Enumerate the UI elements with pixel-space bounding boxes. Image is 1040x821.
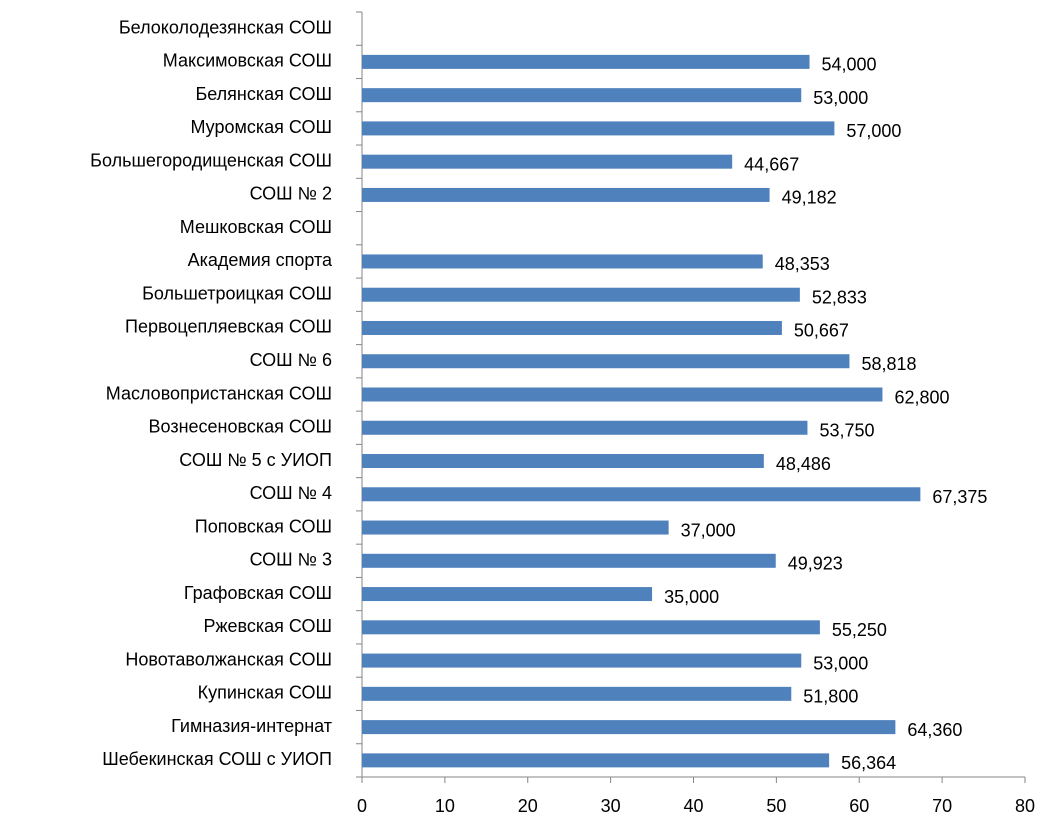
bar xyxy=(362,686,792,701)
y-tick-label: Мешковская СОШ xyxy=(180,217,332,237)
data-label: 56,364 xyxy=(841,753,896,773)
bar xyxy=(362,653,802,668)
y-tick-label: Ржевская СОШ xyxy=(203,616,332,636)
bar xyxy=(362,154,733,169)
bar xyxy=(362,587,653,602)
y-tick-label: Купинская СОШ xyxy=(198,683,332,703)
y-tick-label: Белянская СОШ xyxy=(195,84,332,104)
bar xyxy=(362,720,896,735)
bar xyxy=(362,88,802,103)
data-label: 50,667 xyxy=(794,321,849,341)
data-label: 44,667 xyxy=(744,154,799,174)
y-tick-label: Графовская СОШ xyxy=(184,583,332,603)
bar xyxy=(362,320,782,335)
bar xyxy=(362,187,770,202)
data-label: 54,000 xyxy=(822,55,877,75)
bar xyxy=(362,753,830,768)
x-tick-label: 50 xyxy=(766,796,786,816)
x-tick-label: 70 xyxy=(932,796,952,816)
bar xyxy=(362,387,883,402)
data-label: 48,353 xyxy=(775,254,830,274)
x-tick-label: 60 xyxy=(849,796,869,816)
y-tick-label: Первоцепляевская СОШ xyxy=(125,317,332,337)
bar xyxy=(362,454,764,469)
y-tick-label: Гимназия-интернат xyxy=(171,716,332,736)
data-label: 37,000 xyxy=(681,520,736,540)
data-label: 58,818 xyxy=(861,354,916,374)
y-tick-label: Поповская СОШ xyxy=(195,516,332,536)
bar xyxy=(362,121,835,136)
x-tick-label: 20 xyxy=(518,796,538,816)
data-label: 49,182 xyxy=(782,188,837,208)
y-tick-label: Вознесеновская СОШ xyxy=(149,417,332,437)
y-tick-label: Шебекинская СОШ с УИОП xyxy=(102,749,332,769)
x-tick-label: 30 xyxy=(601,796,621,816)
x-tick-label: 0 xyxy=(357,796,367,816)
bar xyxy=(362,420,808,435)
x-tick-label: 40 xyxy=(683,796,703,816)
y-tick-label: СОШ № 5 с УИОП xyxy=(179,450,332,470)
y-tick-label: Большегородищенская СОШ xyxy=(90,150,332,170)
data-label: 64,360 xyxy=(907,720,962,740)
y-tick-label: Большетроицкая СОШ xyxy=(142,283,332,303)
data-label: 55,250 xyxy=(832,620,887,640)
data-label: 35,000 xyxy=(664,587,719,607)
y-tick-label: СОШ № 4 xyxy=(250,483,332,503)
bar xyxy=(362,520,669,535)
x-tick-label: 10 xyxy=(435,796,455,816)
data-label: 57,000 xyxy=(846,121,901,141)
y-tick-label: Академия спорта xyxy=(188,250,333,270)
bar xyxy=(362,487,921,502)
y-tick-label: Белоколодезянская СОШ xyxy=(119,17,332,37)
bar xyxy=(362,287,800,302)
data-label: 49,923 xyxy=(788,554,843,574)
y-tick-label: Муромская СОШ xyxy=(190,117,332,137)
bar xyxy=(362,620,820,635)
data-label: 67,375 xyxy=(932,487,987,507)
data-label: 53,750 xyxy=(819,421,874,441)
bar xyxy=(362,254,763,269)
x-tick-label: 80 xyxy=(1015,796,1035,816)
data-label: 48,486 xyxy=(776,454,831,474)
y-tick-label: Новотаволжанская СОШ xyxy=(125,649,332,669)
data-label: 53,000 xyxy=(813,88,868,108)
data-label: 62,800 xyxy=(894,387,949,407)
y-tick-label: СОШ № 3 xyxy=(250,550,332,570)
bar xyxy=(362,553,776,568)
y-tick-label: СОШ № 2 xyxy=(250,184,332,204)
data-label: 52,833 xyxy=(812,287,867,307)
bar xyxy=(362,54,810,69)
data-label: 53,000 xyxy=(813,653,868,673)
y-tick-label: СОШ № 6 xyxy=(250,350,332,370)
y-tick-label: Масловопристанская СОШ xyxy=(106,383,332,403)
y-tick-label: Максимовская СОШ xyxy=(163,51,332,71)
data-label: 51,800 xyxy=(803,687,858,707)
bar xyxy=(362,354,850,369)
